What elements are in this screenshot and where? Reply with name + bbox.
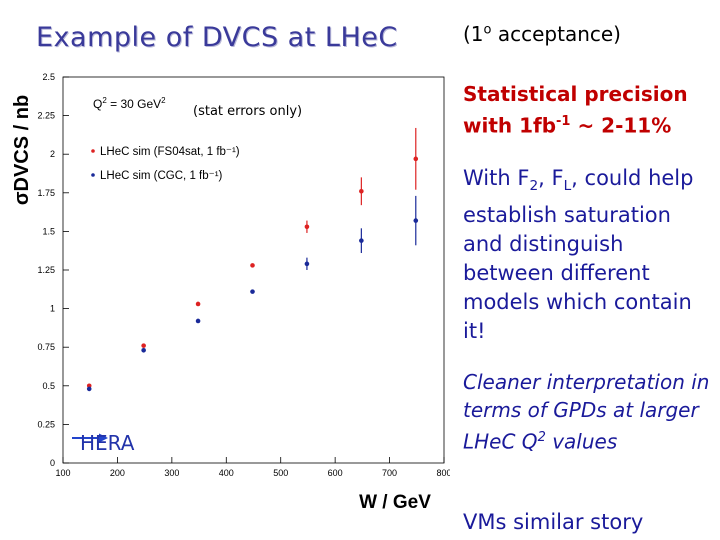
data-point-series-2 (86, 386, 92, 392)
data-point-series-1 (359, 188, 364, 194)
data-point-series-1 (304, 224, 310, 230)
data-point-series-2 (359, 238, 364, 243)
acceptance-note: (1o acceptance) (463, 22, 621, 46)
data-point-series-2 (304, 261, 310, 267)
data-point-series-1 (413, 156, 419, 162)
legend-marker-fs04sat (91, 149, 95, 153)
legend-label-fs04sat: LHeC sim (FS04sat, 1 fb⁻¹) (100, 146, 240, 158)
data-point-series-2 (250, 289, 255, 294)
y-tick-label: 1.25 (37, 265, 55, 275)
x-tick-label: 100 (55, 468, 70, 478)
hera-arrowhead (99, 433, 108, 443)
hera-label: HERA (80, 431, 135, 455)
stat-errors-annotation: (stat errors only) (193, 104, 302, 119)
x-tick-label: 200 (110, 468, 125, 478)
data-series (86, 127, 419, 392)
y-tick-label: 0.75 (37, 342, 55, 352)
gpd-note: Cleaner interpretation in terms of GPDs … (463, 370, 710, 454)
dvcs-cross-section-chart: 100 200 300 400 500 600 700 800 0 0.25 0.5 0.75 1 1.2… (0, 60, 450, 520)
y-axis-label: σDVCS / nb (11, 95, 33, 205)
statistical-precision-note: Statistical precision with 1fb-1 ~ 2-11% (463, 82, 688, 138)
y-tick-label: 0.5 (42, 381, 55, 391)
data-point-series-2 (195, 318, 201, 324)
y-tick-label: 1 (50, 304, 55, 314)
vms-note: VMs similar story (463, 510, 644, 534)
x-tick-label: 500 (273, 468, 288, 478)
models-note: With F2, FL, could help establish satura… (463, 166, 694, 344)
x-tick-label: 600 (328, 468, 343, 478)
y-tick-label: 1.5 (42, 226, 55, 236)
x-axis-label: W / GeV (359, 492, 431, 513)
y-tick-label: 2 (50, 149, 55, 159)
data-point-series-1 (195, 301, 201, 307)
data-point-series-1 (141, 343, 146, 348)
q2-annotation: Q2 = 30 GeV2 (93, 96, 166, 111)
legend-label-cgc: LHeC sim (CGC, 1 fb⁻¹) (100, 170, 223, 182)
data-point-series-2 (141, 347, 146, 353)
legend-marker-cgc (91, 173, 95, 177)
y-tick-label: 1.75 (37, 188, 55, 198)
y-tick-label: 2.5 (42, 72, 55, 82)
axis-ticks: 100 200 300 400 500 600 700 800 0 0.25 0.5 0.75 1 1.2… (37, 72, 450, 478)
data-point-series-1 (250, 263, 255, 268)
x-tick-label: 800 (436, 468, 450, 478)
y-tick-label: 0.25 (37, 419, 55, 429)
y-tick-label: 0 (50, 458, 55, 468)
x-tick-label: 300 (164, 468, 179, 478)
x-tick-label: 400 (219, 468, 234, 478)
x-tick-label: 700 (382, 468, 397, 478)
y-tick-label: 2.25 (37, 111, 55, 121)
plot-frame (62, 76, 445, 464)
legend: LHeC sim (FS04sat, 1 fb⁻¹) LHeC sim (CGC… (91, 146, 240, 182)
slide-title: Example of DVCS at LHeC (36, 22, 398, 53)
data-point-series-2 (413, 218, 419, 223)
